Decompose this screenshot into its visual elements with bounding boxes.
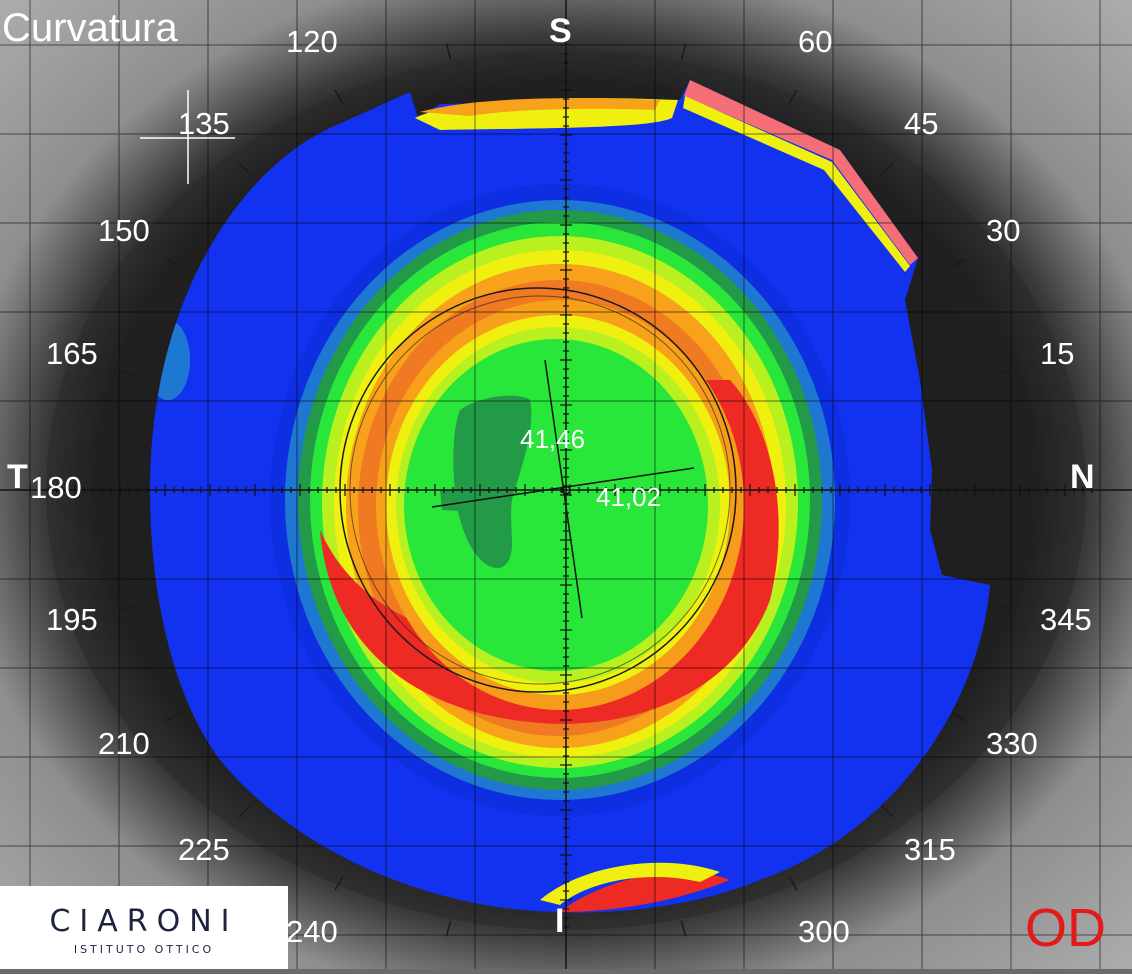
angle-label-225: 225 bbox=[178, 832, 230, 867]
angle-label-195: 195 bbox=[46, 602, 98, 637]
angle-label-180: 180 bbox=[30, 470, 82, 505]
angle-label-315: 315 bbox=[904, 832, 956, 867]
angle-label-60: 60 bbox=[798, 24, 833, 59]
angle-label-345: 345 bbox=[1040, 602, 1092, 637]
angle-label-210: 210 bbox=[98, 726, 150, 761]
steep-k-value: 41,46 bbox=[520, 424, 586, 454]
angle-label-165: 165 bbox=[46, 336, 98, 371]
angle-tick bbox=[165, 258, 181, 268]
map-central-darkgreen bbox=[453, 395, 532, 569]
angle-tick bbox=[165, 712, 181, 722]
angle-tick bbox=[334, 89, 344, 105]
angle-tick bbox=[119, 604, 136, 611]
angle-tick bbox=[680, 920, 687, 937]
angle-tick bbox=[951, 258, 967, 268]
curvature-color-map bbox=[150, 80, 990, 913]
brand-logo: CIARONI ISTITUTO OTTICO bbox=[0, 886, 288, 969]
angle-tick bbox=[788, 875, 798, 891]
logo-subtitle: ISTITUTO OTTICO bbox=[73, 943, 215, 956]
map-title: Curvatura bbox=[2, 6, 178, 50]
angle-label-300: 300 bbox=[798, 914, 850, 949]
angle-tick bbox=[445, 43, 452, 60]
angle-tick bbox=[334, 875, 344, 891]
angle-label-330: 330 bbox=[986, 726, 1038, 761]
direction-inferior: I bbox=[555, 902, 565, 940]
angle-tick bbox=[788, 89, 798, 105]
crosshair-ticks bbox=[29, 44, 1093, 928]
eye-label: OD bbox=[1025, 898, 1106, 958]
direction-superior: S bbox=[549, 12, 572, 50]
map-bottom-patch-yellow bbox=[540, 862, 720, 905]
map-central-darkgreen-2 bbox=[440, 490, 480, 512]
direction-nasal: N bbox=[1070, 458, 1095, 496]
center-marker bbox=[561, 485, 571, 495]
angle-tick bbox=[680, 43, 687, 60]
angle-tick bbox=[238, 804, 252, 818]
flat-k-value: 41,02 bbox=[596, 482, 662, 512]
angle-tick bbox=[445, 920, 452, 937]
angle-label-45: 45 bbox=[904, 106, 939, 141]
angle-tick bbox=[880, 804, 894, 818]
angle-tick bbox=[238, 162, 252, 176]
steep-meridian-axis bbox=[544, 359, 583, 619]
map-top-patch-orange bbox=[420, 98, 660, 116]
map-upper-right-yellow bbox=[683, 96, 910, 272]
direction-temporal: T bbox=[7, 458, 28, 496]
angle-label-150: 150 bbox=[98, 213, 150, 248]
angle-label-15: 15 bbox=[1040, 336, 1075, 371]
angle-label-135: 135 bbox=[178, 106, 230, 141]
angle-label-240: 240 bbox=[286, 914, 338, 949]
angle-tick bbox=[880, 162, 894, 176]
angle-tick bbox=[996, 369, 1013, 376]
map-bottom-patch bbox=[560, 871, 730, 912]
angle-tick bbox=[119, 369, 136, 376]
angle-label-120: 120 bbox=[286, 24, 338, 59]
angle-tick bbox=[996, 604, 1013, 611]
angle-tick bbox=[951, 712, 967, 722]
map-upper-right-red bbox=[684, 80, 918, 265]
angle-tick-marks bbox=[119, 43, 1013, 937]
logo-name: CIARONI bbox=[49, 904, 239, 939]
angle-label-30: 30 bbox=[986, 213, 1021, 248]
